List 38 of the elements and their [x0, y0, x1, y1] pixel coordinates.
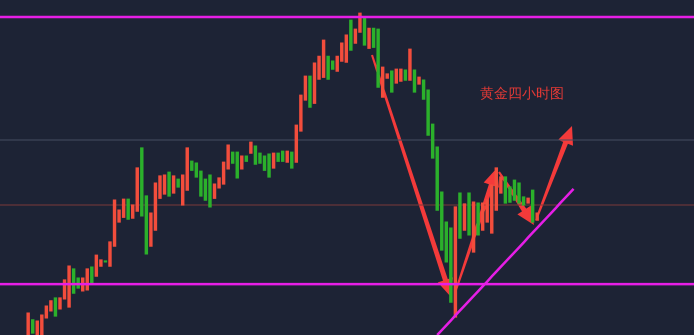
candlestick	[167, 172, 171, 197]
annotation: 黄金四小时图	[480, 86, 564, 102]
candlestick	[90, 266, 94, 284]
candlestick	[267, 154, 271, 178]
candlestick	[322, 40, 326, 78]
candlestick	[54, 297, 58, 317]
candlestick	[376, 28, 380, 88]
candlestick	[349, 20, 353, 51]
candlestick	[244, 155, 248, 162]
candlestick	[126, 198, 130, 220]
candlestick	[404, 70, 408, 81]
candlestick	[254, 146, 258, 165]
candlestick	[26, 312, 30, 335]
candlestick	[408, 48, 412, 81]
candlestick	[286, 150, 289, 163]
candlestick	[454, 206, 458, 318]
candlestick	[176, 178, 180, 188]
candlestick	[504, 176, 508, 204]
candlestick	[172, 175, 176, 194]
candlestick	[31, 319, 34, 334]
candlestick	[476, 202, 480, 236]
candlestick	[530, 190, 534, 223]
candlestick	[272, 152, 276, 169]
candlestick	[526, 198, 530, 204]
candlestick	[367, 28, 371, 49]
candlestick	[67, 266, 71, 308]
candlestick	[240, 155, 244, 170]
candlestick	[280, 150, 284, 162]
candlestick	[458, 192, 462, 239]
candlestick	[390, 70, 394, 93]
candlestick	[535, 212, 539, 221]
candlestick	[249, 142, 253, 154]
candlestick	[472, 201, 476, 253]
candlestick	[290, 152, 294, 169]
candlestick	[394, 68, 398, 84]
candlestick	[94, 254, 98, 277]
candlestick	[417, 76, 421, 85]
candlestick	[104, 260, 108, 263]
